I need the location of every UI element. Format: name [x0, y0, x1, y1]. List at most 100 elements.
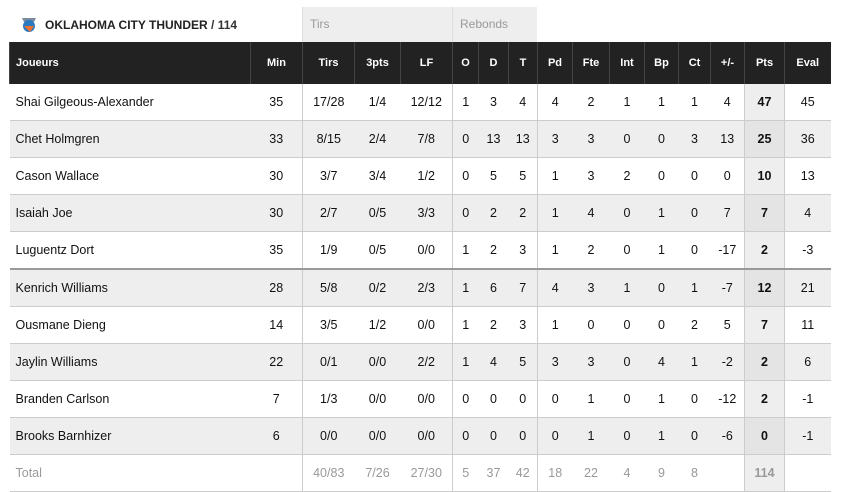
col-header-fouls[interactable]: Fte: [572, 42, 610, 84]
col-header-player[interactable]: Joueurs: [9, 42, 251, 84]
cell-fg: 1/3: [302, 380, 355, 418]
cell-fg: 5/8: [302, 269, 355, 307]
cell-min: 35: [250, 84, 303, 121]
col-header-eval[interactable]: Eval: [784, 42, 831, 84]
cell-tov: 1: [644, 380, 679, 418]
cell-tov: 0: [644, 269, 679, 307]
cell-plusminus: 13: [710, 120, 745, 158]
cell-player[interactable]: Ousmane Dieng: [9, 306, 251, 344]
cell-fouls: 4: [572, 194, 610, 232]
cell-player[interactable]: Chet Holmgren: [9, 120, 251, 158]
cell-oreb: 0: [452, 194, 479, 232]
cell-eval: 21: [784, 269, 831, 307]
cell-treb: 42: [508, 454, 538, 492]
col-header-3pt[interactable]: 3pts: [354, 42, 401, 84]
cell-eval: -1: [784, 380, 831, 418]
cell-ft: 0/0: [400, 380, 453, 418]
cell-min: 7: [250, 380, 303, 418]
group-shots: Tirs: [302, 7, 452, 42]
thunder-logo-icon: [22, 18, 36, 32]
col-header-stl[interactable]: Int: [609, 42, 645, 84]
cell-3pt: 1/4: [354, 84, 401, 121]
table-row: Branden Carlson 7 1/3 0/0 0/0 0 0 0 0 1 0 1 0 -12 2 -1: [9, 380, 831, 418]
cell-blk: 2: [678, 306, 711, 344]
cell-pts: 114: [744, 454, 785, 492]
cell-pts: 0: [744, 417, 785, 455]
cell-fouls: 2: [572, 231, 610, 270]
cell-ast: 1: [537, 157, 573, 195]
cell-dreb: 6: [478, 269, 509, 307]
table-row: Ousmane Dieng 14 3/5 1/2 0/0 1 2 3 1 0 0 0 2 5 7 11: [9, 306, 831, 344]
cell-oreb: 1: [452, 269, 479, 307]
cell-plusminus: -6: [710, 417, 745, 455]
team-title: OKLAHOMA CITY THUNDER / 114: [19, 15, 237, 35]
col-header-oreb[interactable]: O: [452, 42, 479, 84]
cell-dreb: 0: [478, 417, 509, 455]
cell-3pt: 0/0: [354, 380, 401, 418]
col-header-fg[interactable]: Tirs: [302, 42, 355, 84]
cell-dreb: 3: [478, 84, 509, 121]
cell-player[interactable]: Brooks Barnhizer: [9, 417, 251, 455]
cell-ft: 1/2: [400, 157, 453, 195]
cell-oreb: 1: [452, 306, 479, 344]
col-header-blk[interactable]: Ct: [678, 42, 711, 84]
cell-blk: 0: [678, 380, 711, 418]
cell-ast: 18: [537, 454, 573, 492]
cell-oreb: 0: [452, 417, 479, 455]
cell-player[interactable]: Jaylin Williams: [9, 343, 251, 381]
cell-min: [250, 454, 303, 492]
cell-plusminus: [710, 454, 745, 492]
cell-eval: -3: [784, 231, 831, 270]
cell-oreb: 0: [452, 120, 479, 158]
cell-player[interactable]: Shai Gilgeous-Alexander: [9, 84, 251, 121]
cell-player[interactable]: Branden Carlson: [9, 380, 251, 418]
col-header-tov[interactable]: Bp: [644, 42, 679, 84]
cell-dreb: 2: [478, 231, 509, 270]
cell-eval: 45: [784, 84, 831, 121]
cell-player[interactable]: Cason Wallace: [9, 157, 251, 195]
cell-stl: 0: [609, 231, 645, 270]
col-header-ft[interactable]: LF: [400, 42, 453, 84]
cell-fg: 0/0: [302, 417, 355, 455]
cell-min: 30: [250, 157, 303, 195]
col-header-plusminus[interactable]: +/-: [710, 42, 745, 84]
cell-3pt: 1/2: [354, 306, 401, 344]
cell-ft: 0/0: [400, 231, 453, 270]
cell-fouls: 3: [572, 269, 610, 307]
cell-blk: 0: [678, 231, 711, 270]
cell-3pt: 0/5: [354, 194, 401, 232]
cell-player: Total: [9, 454, 251, 492]
cell-ast: 1: [537, 306, 573, 344]
col-header-min[interactable]: Min: [250, 42, 303, 84]
cell-ft: 12/12: [400, 84, 453, 121]
cell-player[interactable]: Kenrich Williams: [9, 269, 251, 307]
cell-stl: 0: [609, 380, 645, 418]
cell-plusminus: 0: [710, 157, 745, 195]
cell-ft: 0/0: [400, 417, 453, 455]
cell-fouls: 3: [572, 157, 610, 195]
cell-fouls: 3: [572, 343, 610, 381]
cell-blk: 8: [678, 454, 711, 492]
cell-oreb: 1: [452, 84, 479, 121]
col-header-dreb[interactable]: D: [478, 42, 509, 84]
cell-eval: 4: [784, 194, 831, 232]
cell-plusminus: -2: [710, 343, 745, 381]
cell-dreb: 4: [478, 343, 509, 381]
cell-eval: 13: [784, 157, 831, 195]
cell-player[interactable]: Isaiah Joe: [9, 194, 251, 232]
cell-3pt: 0/2: [354, 269, 401, 307]
col-header-pts[interactable]: Pts: [744, 42, 785, 84]
cell-tov: 1: [644, 84, 679, 121]
cell-eval: 36: [784, 120, 831, 158]
cell-tov: 0: [644, 306, 679, 344]
cell-fg: 3/7: [302, 157, 355, 195]
col-header-treb[interactable]: T: [508, 42, 538, 84]
table-row: Cason Wallace 30 3/7 3/4 1/2 0 5 5 1 3 2 0 0 0 10 13: [9, 157, 831, 195]
cell-player[interactable]: Luguentz Dort: [9, 231, 251, 270]
cell-oreb: 0: [452, 380, 479, 418]
cell-eval: 11: [784, 306, 831, 344]
table-row: Luguentz Dort 35 1/9 0/5 0/0 1 2 3 1 2 0 1 0 -17 2 -3: [9, 231, 831, 270]
cell-3pt: 7/26: [354, 454, 401, 492]
col-header-ast[interactable]: Pd: [537, 42, 573, 84]
cell-treb: 3: [508, 306, 538, 344]
